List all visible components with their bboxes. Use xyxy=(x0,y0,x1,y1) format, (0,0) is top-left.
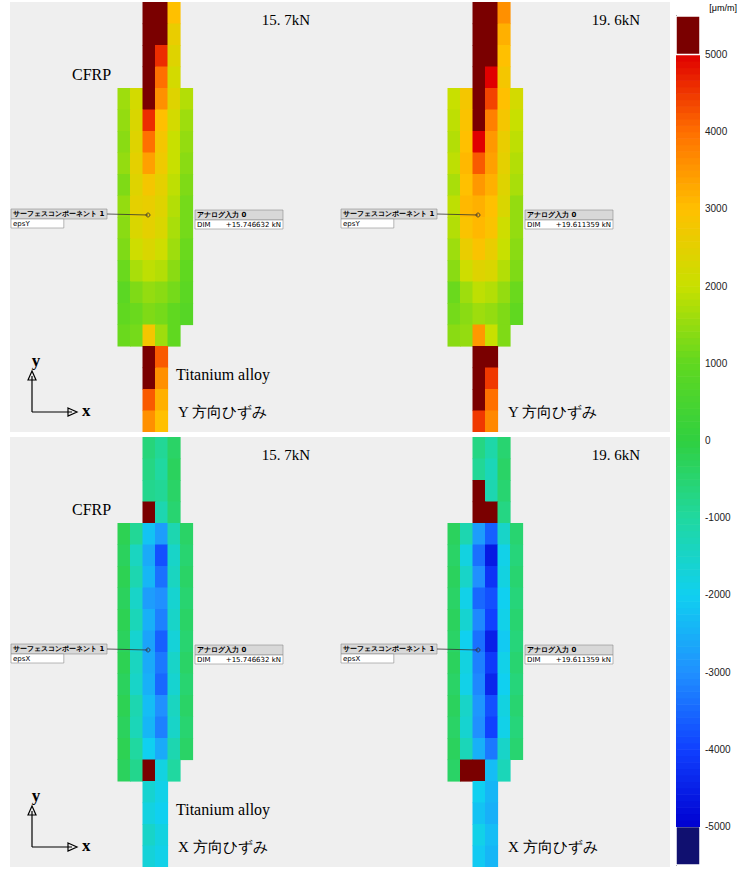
svg-text:0: 0 xyxy=(705,435,711,446)
svg-text:DIM: DIM xyxy=(197,656,211,664)
svg-text:[μm/m]: [μm/m] xyxy=(709,3,737,13)
svg-text:3000: 3000 xyxy=(705,203,728,214)
svg-text:X 方向ひずみ: X 方向ひずみ xyxy=(178,839,268,856)
svg-text:5000: 5000 xyxy=(705,49,728,60)
svg-text:-5000: -5000 xyxy=(705,821,731,832)
svg-text:y: y xyxy=(32,351,41,370)
svg-text:サーフェスコンポーネント 1: サーフェスコンポーネント 1 xyxy=(13,210,104,218)
svg-text:アナログ入力 0: アナログ入力 0 xyxy=(527,645,576,654)
svg-text:1000: 1000 xyxy=(705,358,728,369)
svg-text:サーフェスコンポーネント 1: サーフェスコンポーネント 1 xyxy=(343,210,434,218)
svg-text:19. 6kN: 19. 6kN xyxy=(592,447,641,463)
svg-text:-4000: -4000 xyxy=(705,744,731,755)
svg-text:サーフェスコンポーネント 1: サーフェスコンポーネント 1 xyxy=(13,645,104,653)
svg-text:+19.611359 kN: +19.611359 kN xyxy=(556,221,611,229)
svg-text:y: y xyxy=(32,786,41,805)
svg-text:2000: 2000 xyxy=(705,281,728,292)
svg-text:-1000: -1000 xyxy=(705,512,731,523)
svg-text:4000: 4000 xyxy=(705,126,728,137)
svg-text:サーフェスコンポーネント 1: サーフェスコンポーネント 1 xyxy=(343,645,434,653)
svg-text:Y 方向ひずみ: Y 方向ひずみ xyxy=(178,404,267,421)
svg-text:アナログ入力 0: アナログ入力 0 xyxy=(527,210,576,219)
svg-text:19. 6kN: 19. 6kN xyxy=(592,12,641,28)
svg-text:-3000: -3000 xyxy=(705,667,731,678)
svg-text:Titanium alloy: Titanium alloy xyxy=(176,801,270,819)
svg-text:epsX: epsX xyxy=(343,655,360,663)
svg-text:Y 方向ひずみ: Y 方向ひずみ xyxy=(508,404,597,421)
svg-text:アナログ入力 0: アナログ入力 0 xyxy=(197,210,246,219)
svg-text:+15.746632 kN: +15.746632 kN xyxy=(226,221,281,229)
svg-text:アナログ入力 0: アナログ入力 0 xyxy=(197,645,246,654)
svg-text:DIM: DIM xyxy=(527,656,541,664)
svg-text:X 方向ひずみ: X 方向ひずみ xyxy=(508,839,598,856)
svg-text:Titanium alloy: Titanium alloy xyxy=(176,366,270,384)
svg-text:epsY: epsY xyxy=(343,220,360,228)
svg-text:CFRP: CFRP xyxy=(72,66,111,83)
svg-text:-2000: -2000 xyxy=(705,589,731,600)
svg-text:+15.746632 kN: +15.746632 kN xyxy=(226,656,281,664)
svg-text:DIM: DIM xyxy=(527,221,541,229)
svg-text:CFRP: CFRP xyxy=(72,501,111,518)
svg-text:15. 7kN: 15. 7kN xyxy=(262,12,311,28)
svg-text:DIM: DIM xyxy=(197,221,211,229)
svg-text:epsY: epsY xyxy=(13,220,30,228)
svg-text:+19.611359 kN: +19.611359 kN xyxy=(556,656,611,664)
svg-text:epsX: epsX xyxy=(13,655,30,663)
svg-text:x: x xyxy=(82,401,91,420)
svg-text:15. 7kN: 15. 7kN xyxy=(262,447,311,463)
svg-text:x: x xyxy=(82,836,91,855)
